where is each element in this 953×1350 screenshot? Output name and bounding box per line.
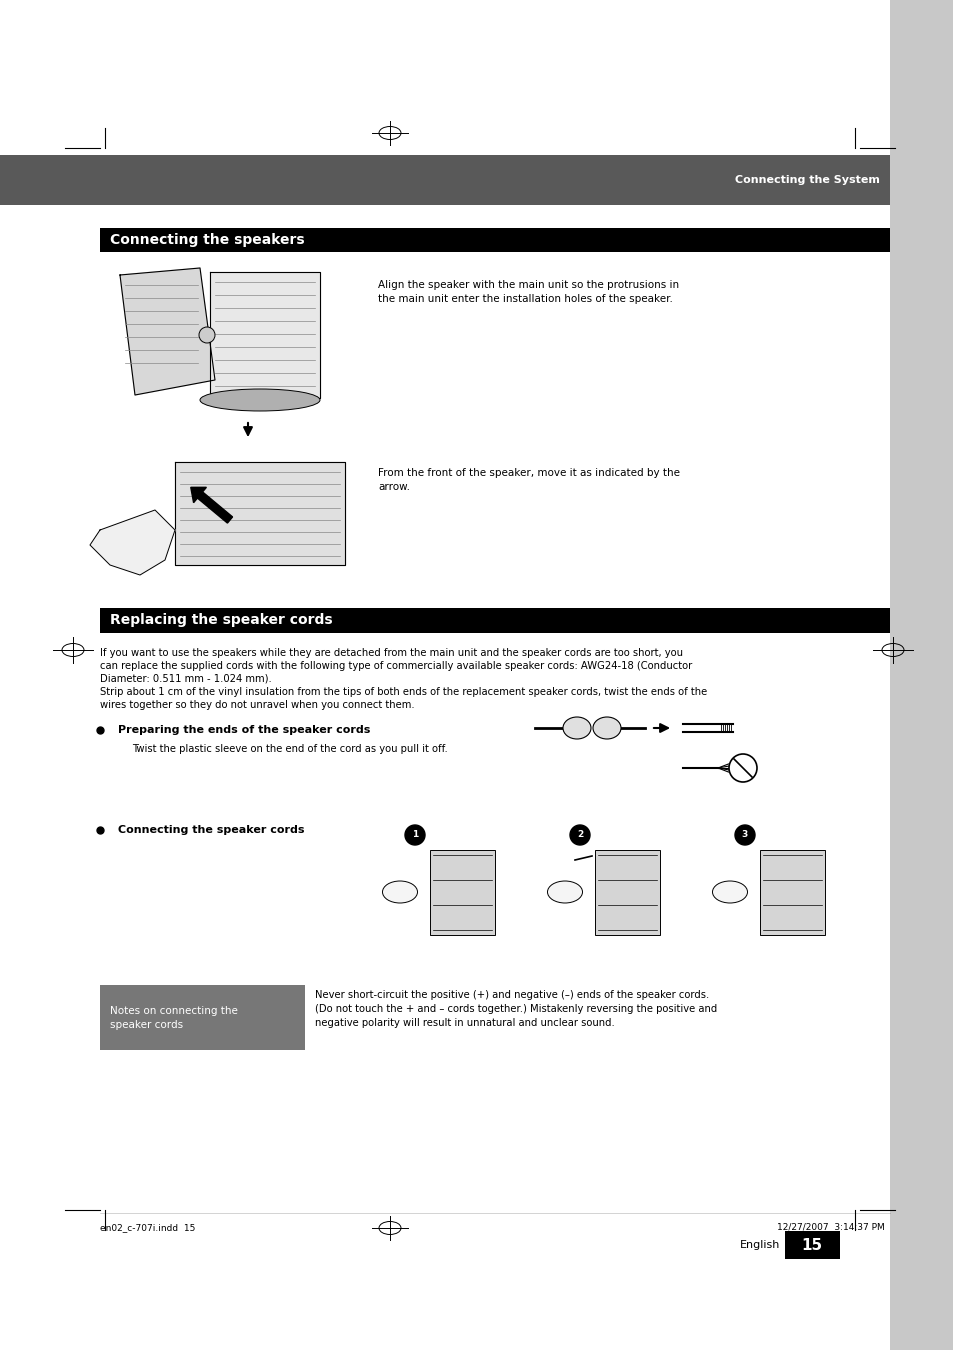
Bar [784, 1231, 840, 1260]
Text: 1: 1 [412, 830, 417, 840]
Text: If you want to use the speakers while they are detached from the main unit and t: If you want to use the speakers while th… [100, 648, 682, 657]
Ellipse shape [547, 882, 582, 903]
Text: English: English [739, 1241, 780, 1250]
Ellipse shape [593, 717, 620, 738]
Text: Align the speaker with the main unit so the protrusions in
the main unit enter t: Align the speaker with the main unit so … [377, 279, 679, 304]
Bar [0, 155, 889, 205]
Text: 3: 3 [741, 830, 747, 840]
Text: wires together so they do not unravel when you connect them.: wires together so they do not unravel wh… [100, 701, 415, 710]
Ellipse shape [712, 882, 747, 903]
Text: Twist the plastic sleeve on the end of the cord as you pull it off.: Twist the plastic sleeve on the end of t… [132, 744, 447, 755]
Text: Diameter: 0.511 mm - 1.024 mm).: Diameter: 0.511 mm - 1.024 mm). [100, 674, 272, 684]
Ellipse shape [200, 389, 319, 410]
Text: Connecting the System: Connecting the System [735, 176, 880, 185]
Text: Notes on connecting the
speaker cords: Notes on connecting the speaker cords [110, 1006, 237, 1030]
Text: Preparing the ends of the speaker cords: Preparing the ends of the speaker cords [118, 725, 370, 734]
FancyArrow shape [191, 487, 233, 522]
Text: Connecting the speaker cords: Connecting the speaker cords [118, 825, 304, 836]
Text: Strip about 1 cm of the vinyl insulation from the tips of both ends of the repla: Strip about 1 cm of the vinyl insulation… [100, 687, 706, 697]
Bar [100, 986, 305, 1050]
Ellipse shape [562, 717, 590, 738]
Bar [760, 850, 824, 936]
Polygon shape [90, 510, 174, 575]
Text: Replacing the speaker cords: Replacing the speaker cords [110, 613, 333, 628]
Polygon shape [120, 269, 214, 396]
Bar [430, 850, 495, 936]
Circle shape [734, 825, 754, 845]
Circle shape [199, 327, 214, 343]
Bar [889, 0, 953, 1350]
Text: From the front of the speaker, move it as indicated by the
arrow.: From the front of the speaker, move it a… [377, 468, 679, 491]
Circle shape [569, 825, 589, 845]
Text: 15: 15 [801, 1238, 821, 1253]
Text: 12/27/2007  3:14:37 PM: 12/27/2007 3:14:37 PM [777, 1223, 884, 1233]
Text: Connecting the speakers: Connecting the speakers [110, 234, 304, 247]
Text: 2: 2 [577, 830, 582, 840]
Text: en02_c-707i.indd  15: en02_c-707i.indd 15 [100, 1223, 195, 1233]
Circle shape [405, 825, 424, 845]
Ellipse shape [382, 882, 417, 903]
Bar [595, 850, 659, 936]
Circle shape [728, 755, 757, 782]
Text: Never short-circuit the positive (+) and negative (–) ends of the speaker cords.: Never short-circuit the positive (+) and… [314, 990, 717, 1027]
Polygon shape [210, 271, 319, 398]
Bar [100, 608, 889, 633]
Polygon shape [174, 462, 345, 566]
Text: can replace the supplied cords with the following type of commercially available: can replace the supplied cords with the … [100, 662, 692, 671]
Bar [100, 228, 889, 252]
